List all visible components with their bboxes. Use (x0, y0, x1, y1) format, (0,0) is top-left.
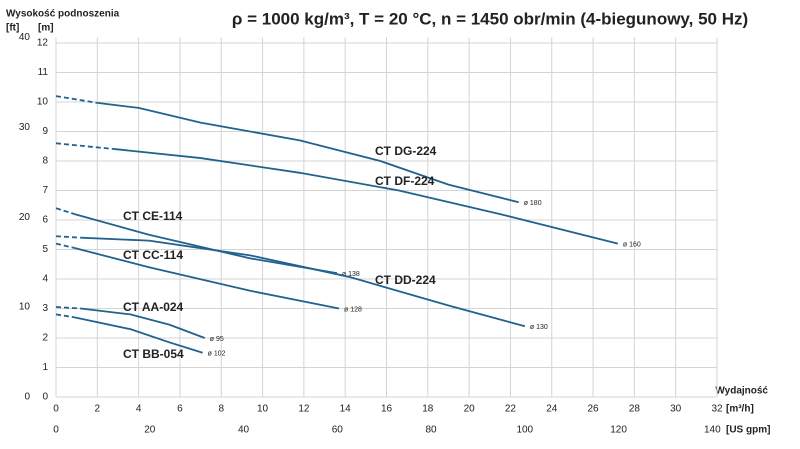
diameter-label: ø 128 (344, 306, 362, 313)
diameter-label: ø 160 (623, 241, 641, 248)
x2-tick-label: 80 (425, 425, 437, 436)
x2-tick-label: 120 (610, 425, 627, 436)
curve (80, 236, 526, 328)
curve-label: CT BB-054 (123, 347, 184, 361)
x2-tick-label: 0 (53, 425, 59, 436)
x-tick-label: 14 (340, 404, 352, 415)
curve (74, 213, 338, 274)
x-tick-label: 28 (629, 404, 641, 415)
curve-dashed (55, 142, 116, 151)
y-tick-label: 4 (42, 274, 48, 285)
x-tick-label: 26 (588, 404, 600, 415)
diameter-label: ø 180 (524, 200, 542, 207)
x2-unit: [US gpm] (726, 425, 770, 436)
curve-label: CT AA-024 (123, 300, 184, 314)
y2-unit: [ft] (6, 23, 19, 34)
y-unit: [m] (38, 23, 54, 34)
chart-title: ρ = 1000 kg/m³, T = 20 °C, n = 1450 obr/… (232, 9, 748, 28)
x-tick-label: 18 (422, 404, 434, 415)
y-tick-label: 6 (42, 215, 48, 226)
x2-tick-label: 20 (144, 425, 156, 436)
curve (74, 316, 203, 354)
curve-dashed (55, 313, 75, 319)
curve-dashed (55, 207, 75, 215)
y2-tick-label: 40 (19, 32, 31, 43)
x-tick-label: 2 (95, 404, 101, 415)
curve (115, 148, 619, 245)
x-tick-label: 32 (711, 404, 723, 415)
x-unit: [m³/h] (726, 404, 754, 415)
y-tick-label: 0 (42, 392, 48, 403)
y-tick-label: 9 (42, 126, 48, 137)
x-tick-label: 0 (53, 404, 59, 415)
y2-tick-label: 20 (19, 212, 31, 223)
y-axis-label: Wysokość podnoszenia (6, 9, 120, 20)
x2-tick-label: 100 (516, 425, 533, 436)
x-tick-label: 10 (257, 404, 269, 415)
x2-tick-label: 140 (704, 425, 721, 436)
y-tick-label: 11 (38, 67, 49, 78)
x2-tick-label: 40 (238, 425, 250, 436)
diameter-label: ø 95 (210, 336, 224, 343)
curve-dashed (55, 235, 81, 239)
diameter-label: ø 130 (530, 324, 548, 331)
x2-tick-label: 60 (332, 425, 344, 436)
y-tick-label: 5 (42, 244, 48, 255)
curve-dashed (55, 306, 81, 310)
y2-tick-label: 0 (24, 392, 30, 403)
diameter-label: ø 138 (342, 271, 360, 278)
y-tick-label: 3 (42, 303, 48, 314)
x-tick-label: 4 (136, 404, 142, 415)
curve-label: CT CC-114 (123, 248, 183, 262)
y-tick-label: 8 (42, 156, 48, 167)
y2-tick-label: 30 (19, 122, 31, 133)
x-tick-label: 12 (298, 404, 310, 415)
curve-label: CT DF-224 (375, 174, 435, 188)
curve (97, 101, 519, 204)
curve (74, 247, 340, 310)
curve-label: CT CE-114 (123, 209, 183, 223)
y-tick-label: 2 (42, 333, 48, 344)
y-tick-label: 12 (37, 38, 49, 49)
x-tick-label: 16 (381, 404, 393, 415)
y2-tick-label: 10 (19, 302, 31, 313)
y-tick-label: 10 (37, 97, 49, 108)
x-tick-label: 6 (177, 404, 183, 415)
curve-label: CT DD-224 (375, 273, 436, 287)
curve-dashed (55, 95, 98, 104)
y-tick-label: 7 (42, 185, 48, 196)
curve-label: CT DG-224 (375, 144, 437, 158)
x-tick-label: 22 (505, 404, 517, 415)
x-tick-label: 8 (218, 404, 224, 415)
curve-dashed (55, 242, 75, 249)
x-tick-label: 30 (670, 404, 682, 415)
x-tick-label: 24 (546, 404, 558, 415)
y-tick-label: 1 (42, 362, 48, 373)
diameter-label: ø 102 (208, 351, 226, 358)
curve (80, 307, 206, 339)
x-axis-label: Wydajność (715, 386, 768, 397)
x-tick-label: 20 (464, 404, 476, 415)
